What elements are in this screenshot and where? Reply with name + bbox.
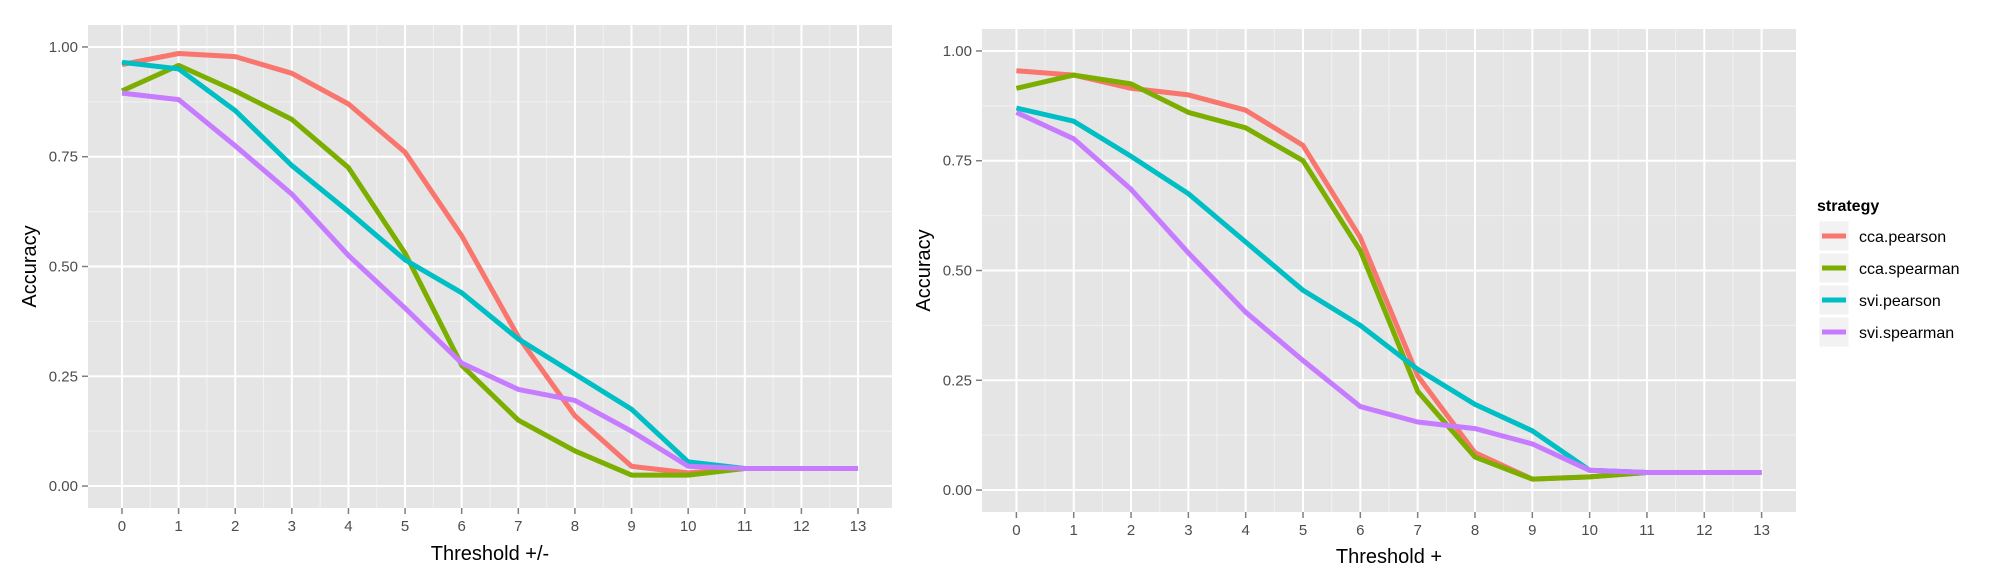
x-tick-label: 5 — [1299, 522, 1307, 539]
x-tick-label: 8 — [571, 518, 579, 535]
x-tick-label: 12 — [1696, 522, 1713, 539]
legend-key-svi-pearson — [1818, 284, 1850, 316]
x-tick-label: 10 — [680, 518, 697, 535]
x-tick-label: 6 — [1356, 522, 1364, 539]
x-axis-title: Threshold +/- — [431, 543, 549, 565]
x-tick-label: 1 — [174, 518, 182, 535]
x-tick-label: 5 — [401, 518, 409, 535]
chart-panel-threshold-plus-minus: 0 1 2 3 4 5 6 7 8 9 10 11 12 13 0.000.250.500.751.00 … — [19, 25, 892, 565]
x-axis-ticks: 0 1 2 3 4 5 6 7 8 9 10 11 12 13 — [118, 508, 867, 535]
x-tick-label: 11 — [1639, 522, 1655, 539]
x-tick-label: 13 — [1753, 522, 1770, 539]
chart-panel-threshold-plus: 0 1 2 3 4 5 6 7 8 9 10 11 12 13 0.000.250.500.751.00 … — [913, 29, 1796, 568]
x-tick-label: 2 — [231, 518, 239, 535]
y-tick-label: 1.00 — [943, 43, 972, 60]
x-tick-label: 2 — [1127, 522, 1135, 539]
y-tick-label: 0.00 — [943, 482, 972, 499]
x-tick-label: 8 — [1471, 522, 1479, 539]
legend-title: strategy — [1817, 198, 1879, 215]
legend-items: cca.pearson cca.spearman svi.pearson svi.sp… — [1818, 220, 1960, 348]
x-tick-label: 9 — [627, 518, 635, 535]
legend-key-svi-spearman — [1818, 316, 1850, 348]
legend-label: svi.spearman — [1859, 325, 1954, 342]
y-axis-ticks: 0.00 0.25 0.50 0.75 1.00 — [943, 43, 982, 499]
x-tick-label: 3 — [1184, 522, 1192, 539]
y-tick-label: 0.50 — [49, 259, 78, 276]
legend: strategy cca.pearson cca.spearman svi.pear… — [1817, 198, 1960, 348]
x-tick-label: 13 — [850, 518, 867, 535]
x-tick-label: 0 — [118, 518, 126, 535]
x-tick-label: 12 — [793, 518, 810, 535]
legend-key-cca-pearson — [1818, 220, 1850, 252]
y-tick-label: 0.25 — [943, 372, 972, 389]
x-tick-label: 6 — [458, 518, 466, 535]
y-tick-label: 0.00 — [49, 478, 78, 495]
legend-key-cca-spearman — [1818, 252, 1850, 284]
x-tick-label: 10 — [1581, 522, 1598, 539]
x-tick-label: 7 — [1413, 522, 1421, 539]
y-tick-label: 0.75 — [49, 149, 78, 166]
y-tick-label: 0.50 — [943, 263, 972, 280]
x-tick-label: 0 — [1012, 522, 1020, 539]
y-tick-label: 0.25 — [49, 368, 78, 385]
legend-label: cca.spearman — [1859, 261, 1960, 278]
series-lines — [120, 51, 858, 478]
x-tick-label: 3 — [288, 518, 296, 535]
y-tick-label: 1.00 — [49, 39, 78, 56]
y-axis-ticks: 0.00 0.25 0.50 0.75 1.00 — [49, 39, 88, 495]
x-tick-label: 7 — [514, 518, 522, 535]
series-line-svi-spearman — [1015, 110, 1762, 475]
x-tick-label: 4 — [344, 518, 352, 535]
series-line-svi-spearman — [121, 90, 858, 471]
x-tick-label: 9 — [1528, 522, 1536, 539]
x-tick-label: 11 — [737, 518, 753, 535]
y-tick-label: 0.75 — [943, 153, 972, 170]
x-axis-ticks: 0 1 2 3 4 5 6 7 8 9 10 11 12 13 — [1012, 512, 1770, 539]
series-lines — [1015, 68, 1762, 482]
legend-label: cca.pearson — [1859, 229, 1946, 246]
legend-label: svi.pearson — [1859, 293, 1941, 310]
y-axis-title: Accuracy — [19, 225, 41, 307]
y-axis-title: Accuracy — [913, 229, 935, 311]
x-tick-label: 1 — [1070, 522, 1078, 539]
x-tick-label: 4 — [1242, 522, 1250, 539]
x-axis-title: Threshold + — [1336, 546, 1442, 568]
